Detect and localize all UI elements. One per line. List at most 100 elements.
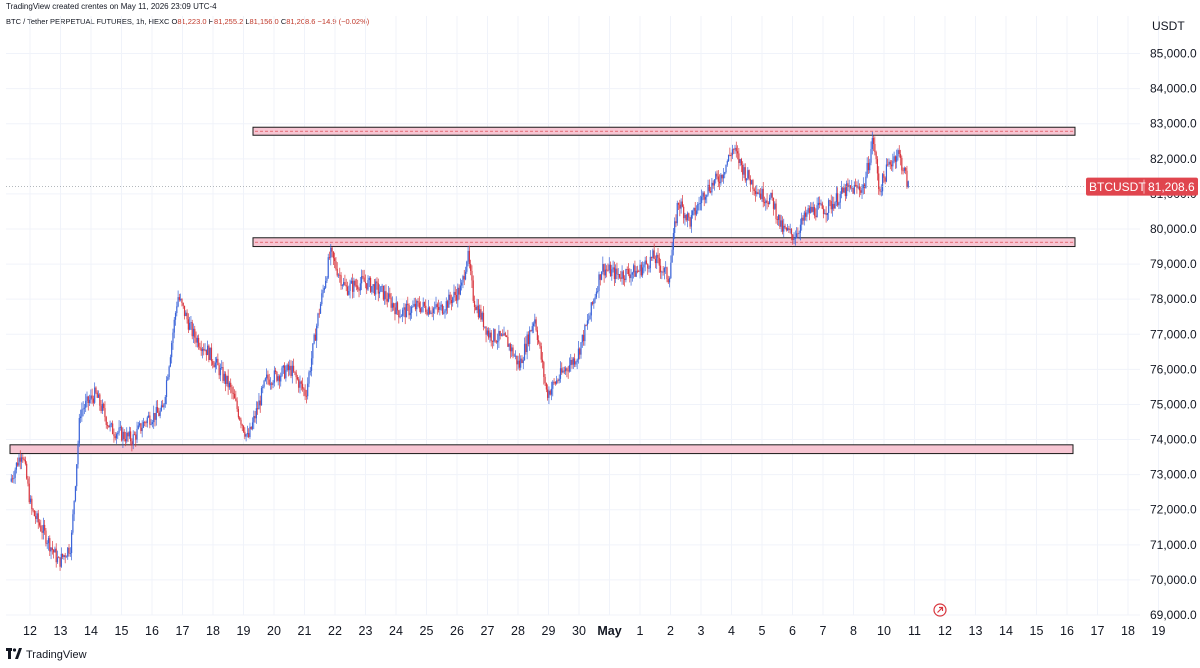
- candle-body: [305, 395, 308, 397]
- candle-body: [376, 281, 378, 284]
- time-tick-label: 21: [298, 624, 312, 638]
- candle-body: [512, 347, 514, 356]
- candle-body: [372, 284, 374, 287]
- candle-body: [545, 383, 547, 390]
- price-zone-2[interactable]: [252, 237, 1076, 248]
- candle-body: [217, 358, 219, 366]
- price-zone-3[interactable]: [9, 444, 1074, 455]
- candle-body: [371, 286, 373, 292]
- candle-body: [384, 291, 386, 300]
- candle-body: [834, 202, 836, 209]
- candle-body: [665, 267, 667, 269]
- candle-body: [180, 298, 182, 300]
- candle-body: [565, 368, 567, 372]
- candle-body: [467, 250, 469, 262]
- candle-body: [249, 426, 251, 438]
- last-price-value: 81,208.6: [1148, 180, 1195, 194]
- time-tick-label: 29: [542, 624, 556, 638]
- candle-body: [905, 168, 907, 171]
- candle-body: [754, 191, 757, 195]
- support-resistance-zones[interactable]: [9, 126, 1076, 455]
- time-tick-label: 5: [759, 624, 766, 638]
- candle-body: [856, 185, 858, 188]
- candle-body: [847, 183, 849, 187]
- price-tick-label: 78,000.0: [1150, 292, 1197, 306]
- candle-body: [566, 368, 568, 371]
- price-axis[interactable]: USDT 85,000.0 84,000.0 83,000.0 82,000.0 81,…: [1150, 19, 1197, 622]
- candle-body: [643, 264, 645, 268]
- candle-body: [902, 170, 904, 172]
- candle-body: [617, 274, 619, 275]
- candle-body: [860, 190, 862, 193]
- candle-body: [31, 498, 33, 510]
- candle-body: [142, 422, 145, 428]
- candle-body: [627, 269, 630, 275]
- candle-body: [766, 200, 768, 203]
- candle-body: [582, 334, 585, 342]
- candle-body: [262, 386, 264, 389]
- candle-body: [887, 164, 889, 166]
- candle-body: [163, 403, 165, 408]
- candle-body: [683, 206, 685, 219]
- brand-name: TradingView: [26, 649, 87, 661]
- candle-body: [672, 233, 675, 250]
- candle-body: [624, 278, 626, 281]
- candle-body: [337, 274, 340, 276]
- candle-body: [280, 375, 282, 382]
- candle-body: [726, 161, 728, 165]
- candle-body: [833, 203, 835, 209]
- candle-body: [56, 557, 59, 563]
- candle-body: [45, 530, 47, 544]
- candle-body: [366, 283, 368, 290]
- time-tick-label: 16: [145, 624, 159, 638]
- candle-body: [783, 225, 785, 232]
- candle-body: [849, 185, 852, 188]
- candle-body: [313, 334, 315, 344]
- candle-body: [373, 284, 376, 295]
- candle-body: [553, 381, 555, 383]
- candle-body: [287, 364, 290, 371]
- candle-body: [91, 395, 93, 399]
- symbol-title[interactable]: BTC / Tether PERPETUAL FUTURES, 1h, HEXC: [6, 17, 170, 26]
- open-value: O81,223.0: [171, 17, 207, 26]
- candle-body: [784, 225, 786, 228]
- brand-footer[interactable]: TradingView: [6, 648, 87, 662]
- price-zone-1[interactable]: [252, 126, 1076, 136]
- candle-body: [205, 349, 207, 356]
- candle-body: [824, 213, 826, 215]
- candle-body: [906, 170, 908, 188]
- goto-realtime-icon[interactable]: [933, 603, 947, 617]
- candle-body: [260, 388, 263, 406]
- candle-body: [272, 382, 274, 385]
- candle-body: [595, 291, 598, 298]
- candle-body: [642, 267, 644, 276]
- candle-body: [32, 509, 34, 511]
- time-tick-label: 25: [420, 624, 434, 638]
- candle-body: [64, 555, 66, 558]
- candle-body: [693, 207, 695, 211]
- candle-body: [218, 365, 220, 376]
- candle-body: [250, 426, 252, 429]
- candle-body: [168, 366, 170, 378]
- candle-body: [525, 343, 527, 353]
- candle-body: [264, 378, 266, 381]
- candle-body: [23, 458, 25, 461]
- candle-body: [543, 362, 545, 377]
- candle-body: [439, 306, 441, 310]
- candle-body: [199, 346, 201, 349]
- candle-body: [600, 271, 603, 280]
- candle-body: [90, 395, 92, 400]
- candle-body: [92, 398, 95, 403]
- candle-body: [884, 177, 886, 182]
- candle-body: [310, 358, 313, 371]
- candle-body: [183, 305, 186, 316]
- candle-body: [577, 348, 580, 360]
- candle-body: [79, 416, 82, 418]
- candle-body: [441, 304, 444, 314]
- candle-body: [656, 254, 658, 264]
- time-axis[interactable]: 12 13 14 15 16 17 18 19 20 21 22 23 24 25 26 27 28 29 30 Ma…: [23, 624, 1165, 638]
- candle-body: [495, 341, 497, 343]
- candle-body: [298, 379, 300, 388]
- candle-body: [201, 348, 204, 352]
